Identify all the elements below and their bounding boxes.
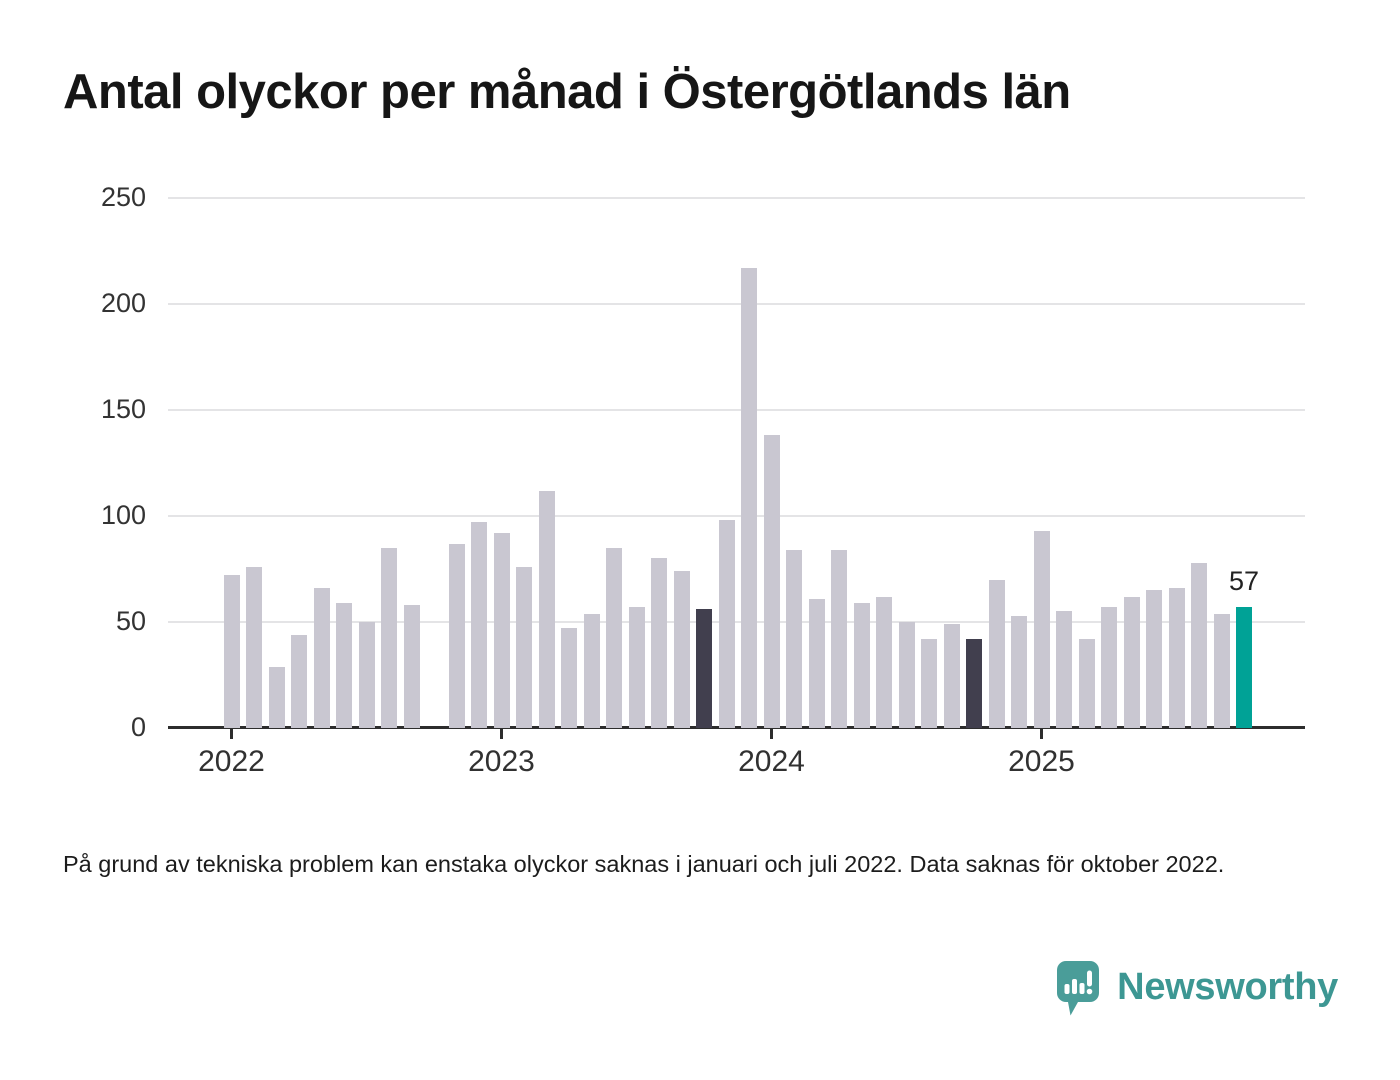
gridline-100 [168, 515, 1305, 517]
bar-2025-06 [1146, 590, 1162, 728]
bar-2022-05 [313, 588, 330, 728]
y-axis-label-0: 0 [130, 712, 146, 742]
bar-2023-06 [606, 547, 622, 728]
gridline-50 [168, 621, 1305, 623]
bar-2024-09 [943, 624, 960, 728]
y-axis-label-150: 150 [100, 394, 146, 424]
bar-2023-04 [561, 628, 577, 728]
newsworthy-logo: Newsworthy [1056, 960, 1338, 1023]
x-axis-tick-2023 [500, 729, 503, 739]
bar-2023-07 [628, 607, 645, 728]
bar-2025-05 [1123, 596, 1140, 728]
newsworthy-speech-bubble-chart-icon [1056, 960, 1100, 1023]
bar-2023-08 [651, 558, 667, 728]
bar-2024-07 [898, 622, 915, 728]
bar-2024-01 [763, 435, 780, 728]
bar-2024-02 [786, 549, 802, 728]
bar-2022-11 [448, 543, 465, 728]
bar-2024-11 [988, 579, 1005, 728]
bar-2024-08 [921, 638, 937, 728]
bar-2024-04 [831, 549, 847, 728]
page-title: Antal olyckor per månad i Östergötlands … [63, 65, 1071, 119]
bar-2025-08 [1191, 562, 1207, 728]
bar-2024-10 [966, 638, 982, 728]
bar-2022-12 [471, 522, 487, 728]
bar-2025-07 [1168, 588, 1185, 728]
bar-2024-12 [1011, 615, 1027, 728]
latest-bar-value-label: 57 [1228, 566, 1260, 597]
bar-2023-12 [741, 267, 757, 728]
bar-2025-03 [1078, 638, 1095, 728]
bar-2022-06 [336, 602, 352, 728]
x-axis-line [168, 726, 1305, 729]
bar-2022-07 [358, 622, 375, 728]
bar-2022-02 [246, 566, 262, 728]
gridline-200 [168, 303, 1305, 305]
footnote-text: På grund av tekniska problem kan enstaka… [63, 851, 1225, 877]
x-axis-label-2025: 2025 [1008, 745, 1075, 778]
newsworthy-wordmark: Newsworthy [1117, 965, 1338, 1008]
bar-2022-09 [403, 605, 420, 728]
bar-2024-05 [853, 602, 870, 728]
bar-2023-01 [493, 532, 510, 728]
y-axis-label-250: 250 [100, 182, 146, 212]
bar-2023-09 [673, 571, 690, 728]
x-axis-label-2023: 2023 [468, 745, 535, 778]
bar-2025-09 [1213, 613, 1230, 728]
y-axis-label-100: 100 [100, 500, 146, 530]
bar-chart: 0 50 100 150 200 250 2022 2023 2024 2025 57 [101, 184, 1305, 778]
x-axis-label-2022: 2022 [198, 745, 265, 778]
bar-2022-04 [291, 634, 307, 728]
bar-2025-10 [1236, 607, 1252, 728]
x-axis-tick-2022 [230, 729, 233, 739]
bar-2023-10 [696, 609, 712, 728]
bar-2025-02 [1056, 611, 1072, 728]
bar-2022-03 [268, 666, 285, 728]
y-axis-label-50: 50 [115, 606, 146, 636]
bar-2025-04 [1101, 607, 1117, 728]
gridline-250 [168, 197, 1305, 199]
bar-2023-11 [718, 520, 735, 728]
y-axis-label-200: 200 [100, 288, 146, 318]
bar-2022-08 [381, 547, 397, 728]
bar-2024-03 [808, 598, 825, 728]
bar-2025-01 [1033, 530, 1050, 728]
bar-2023-02 [516, 566, 532, 728]
bar-2022-01 [223, 575, 240, 728]
bar-2023-05 [583, 613, 600, 728]
gridline-150 [168, 409, 1305, 411]
x-axis-label-2024: 2024 [738, 745, 805, 778]
x-axis-tick-2024 [770, 729, 773, 739]
x-axis-tick-2025 [1040, 729, 1043, 739]
bar-2023-03 [538, 490, 555, 728]
bar-2024-06 [876, 596, 892, 728]
